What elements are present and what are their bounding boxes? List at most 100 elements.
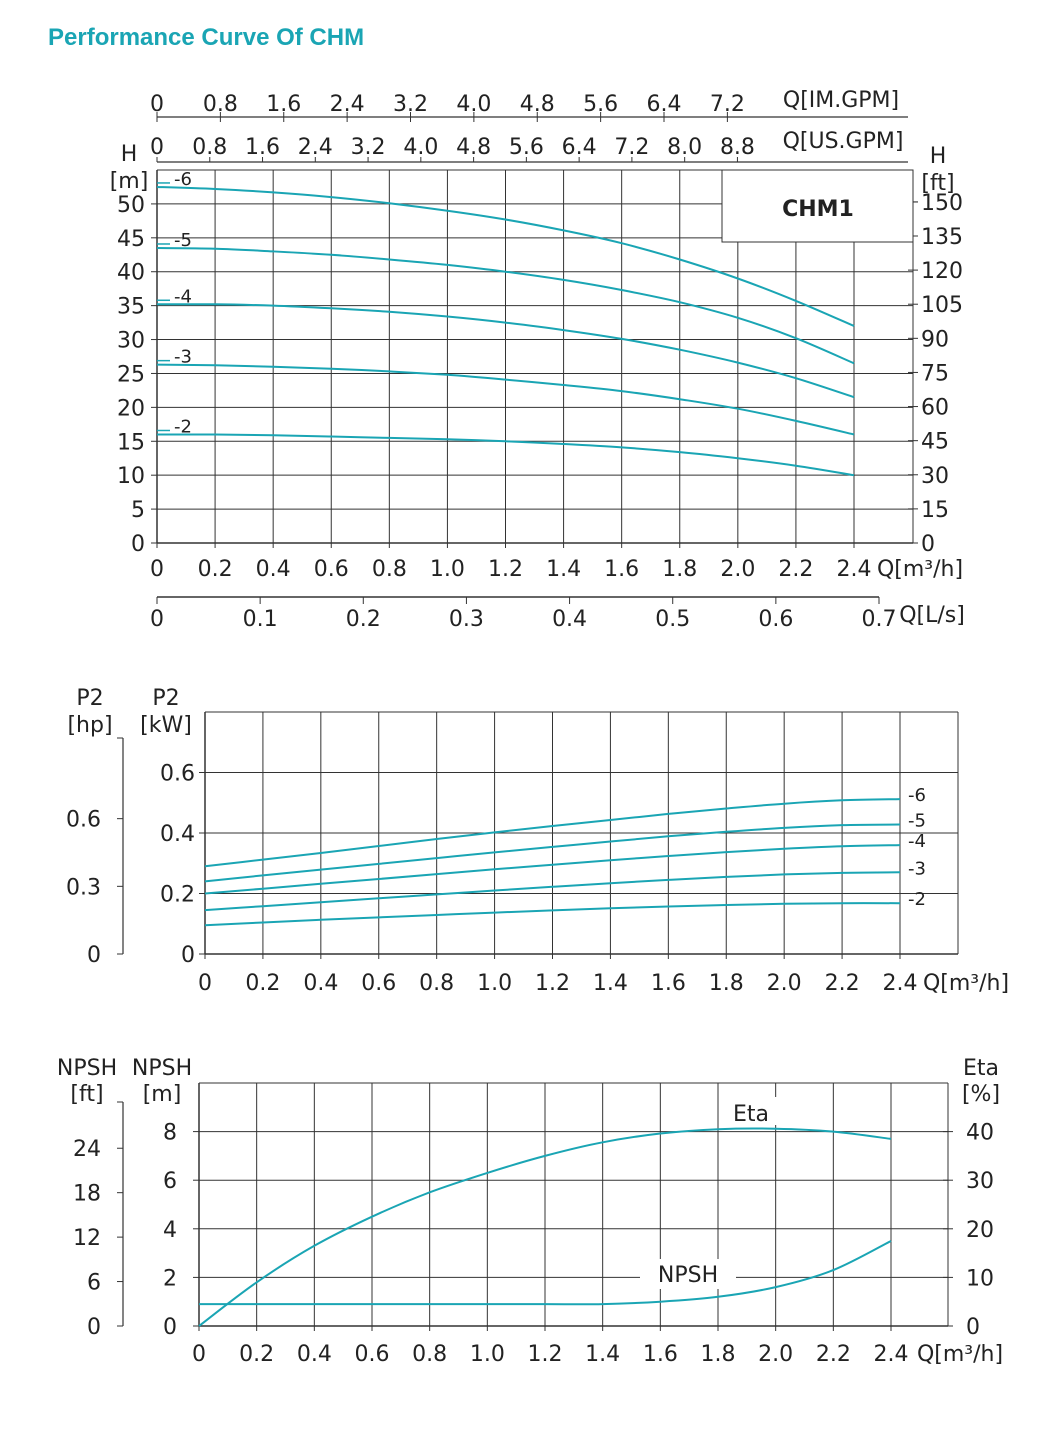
eta-tick-label: 0 — [966, 1315, 980, 1340]
power-left-tick-label: 0.2 — [160, 883, 195, 908]
npsh-ft-tick-label: 6 — [87, 1271, 101, 1296]
head-ls-tick-label: 0.3 — [449, 607, 484, 632]
head-ls-tick-label: 0 — [150, 607, 164, 632]
power-x-tick-label: 1.2 — [535, 971, 570, 996]
head-ls-tick-label: 0.1 — [243, 607, 278, 632]
head-curve-stage-6 — [156, 186, 855, 327]
head-model-box — [721, 169, 914, 243]
power-x-tick-label: 1.4 — [593, 971, 628, 996]
npsh-x-tick-label: 2.2 — [816, 1342, 851, 1367]
power-x-axis-label: Q[m³/h] — [923, 971, 1009, 996]
head-imgpm-tick-label: 4.8 — [520, 92, 555, 117]
npsh-ft-tick-label: 0 — [87, 1315, 101, 1340]
power-x-tick-label: 1.6 — [651, 971, 686, 996]
npsh-x-tick-label: 1.8 — [701, 1342, 736, 1367]
head-imgpm-tick-label: 1.6 — [266, 92, 301, 117]
head-left-axis-unit: [m] — [110, 169, 149, 194]
head-usgpm-tick-label: 6.4 — [562, 135, 597, 160]
power-curve-stage-2 — [204, 902, 901, 927]
head-left-tick-label: 5 — [131, 498, 145, 523]
head-ls-tick-label: 0.5 — [655, 607, 690, 632]
eta-tick-label: 30 — [966, 1169, 994, 1194]
head-imgpm-tick-label: 3.2 — [393, 92, 428, 117]
power-x-tick-label: 0.2 — [245, 971, 280, 996]
power-kw-axis-unit: [kW] — [140, 713, 192, 738]
head-x-tick-label: 2.2 — [778, 557, 813, 582]
page-title: Performance Curve Of CHM — [48, 24, 365, 51]
eta-tick-label: 20 — [966, 1218, 994, 1243]
head-x-tick-label: 1.2 — [488, 557, 523, 582]
head-right-axis-unit: [ft] — [921, 171, 954, 196]
power-x-tick-label: 1.8 — [709, 971, 744, 996]
head-left-tick-label: 50 — [117, 193, 145, 218]
npsh-m-axis-unit: [m] — [143, 1082, 182, 1107]
power-curve-stage-3 — [204, 871, 901, 912]
power-curve-label: -3 — [908, 858, 926, 879]
head-curve-label: -2 — [174, 416, 192, 437]
power-curve-label: -4 — [908, 831, 926, 852]
head-right-tick-label: 120 — [921, 259, 963, 284]
npsh-m-tick-label: 6 — [163, 1169, 177, 1194]
head-x-tick-label: 1.4 — [546, 557, 581, 582]
head-x-tick-label: 0.2 — [198, 557, 233, 582]
npsh-m-tick-label: 0 — [163, 1315, 177, 1340]
npsh-ft-axis-unit: [ft] — [70, 1082, 103, 1107]
head-right-tick-label: 15 — [921, 498, 949, 523]
head-x-axis-label: Q[m³/h] — [877, 557, 963, 582]
head-right-tick-label: 60 — [921, 396, 949, 421]
power-hp-axis-name: P2 — [76, 686, 103, 711]
power-curve-label: -5 — [908, 811, 926, 832]
head-usgpm-tick-label: 4.8 — [456, 135, 491, 160]
npsh-x-tick-label: 0.8 — [412, 1342, 447, 1367]
head-ls-axis-label: Q[L/s] — [899, 603, 965, 628]
power-x-tick-label: 2.4 — [883, 971, 918, 996]
head-left-tick-label: 25 — [117, 362, 145, 387]
npsh-curve — [199, 1240, 892, 1306]
npsh-curve-label: NPSH — [658, 1263, 718, 1288]
eta-axis-name: Eta — [963, 1056, 999, 1081]
head-right-tick-label: 0 — [921, 532, 935, 557]
head-right-tick-label: 45 — [921, 430, 949, 455]
head-usgpm-tick-label: 2.4 — [298, 135, 333, 160]
npsh-x-tick-label: 0.6 — [355, 1342, 390, 1367]
npsh-x-tick-label: 2.0 — [758, 1342, 793, 1367]
power-x-tick-label: 0 — [198, 971, 212, 996]
npsh-m-axis-name: NPSH — [132, 1056, 192, 1081]
head-x-tick-label: 1.8 — [662, 557, 697, 582]
npsh-ft-tick-label: 18 — [73, 1182, 101, 1207]
head-imgpm-tick-label: 4.0 — [456, 92, 491, 117]
npsh-x-tick-label: 1.4 — [585, 1342, 620, 1367]
head-usgpm-tick-label: 0.8 — [192, 135, 227, 160]
head-imgpm-tick-label: 5.6 — [583, 92, 618, 117]
head-right-tick-label: 75 — [921, 361, 949, 386]
power-curve-label: -6 — [908, 785, 926, 806]
head-usgpm-tick-label: 1.6 — [245, 135, 280, 160]
head-x-tick-label: 2.0 — [720, 557, 755, 582]
head-imgpm-tick-label: 2.4 — [330, 92, 365, 117]
head-x-tick-label: 0 — [150, 557, 164, 582]
npsh-m-tick-label: 4 — [163, 1218, 177, 1243]
head-ls-tick-label: 0.4 — [552, 607, 587, 632]
head-left-tick-label: 15 — [117, 430, 145, 455]
eta-axis-unit: [%] — [962, 1082, 1000, 1107]
power-curve-stage-4 — [204, 844, 901, 895]
power-left-tick-label: 0.4 — [160, 822, 195, 847]
head-curve-stage-5 — [156, 247, 855, 365]
eta-curve-label: Eta — [733, 1102, 769, 1127]
head-right-tick-label: 105 — [921, 293, 963, 318]
eta-curve — [198, 1127, 892, 1327]
head-left-tick-label: 10 — [117, 464, 145, 489]
head-x-tick-label: 1.6 — [604, 557, 639, 582]
power-x-tick-label: 2.2 — [825, 971, 860, 996]
head-x-tick-label: 2.4 — [837, 557, 872, 582]
power-curve-stage-5 — [204, 823, 901, 883]
npsh-x-tick-label: 2.4 — [874, 1342, 909, 1367]
head-right-tick-label: 135 — [921, 225, 963, 250]
power-hp-tick-label: 0.6 — [66, 808, 101, 833]
head-usgpm-tick-label: 0 — [150, 135, 164, 160]
head-x-tick-label: 1.0 — [430, 557, 465, 582]
head-usgpm-tick-label: 3.2 — [351, 135, 386, 160]
head-ls-tick-label: 0.2 — [346, 607, 381, 632]
head-usgpm-tick-label: 8.0 — [667, 135, 702, 160]
